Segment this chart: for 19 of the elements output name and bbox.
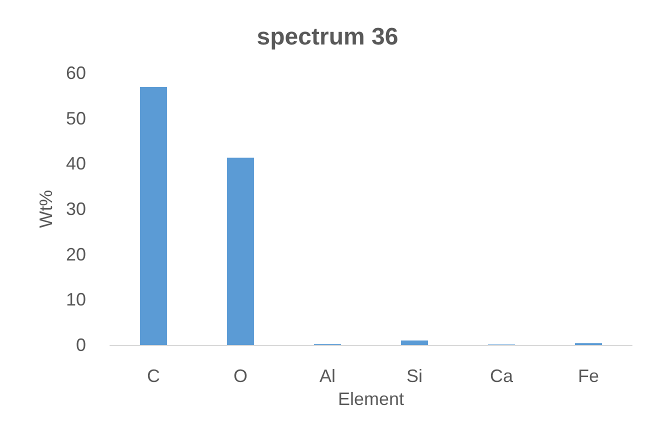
bar (227, 158, 254, 345)
y-tick-label: 0 (76, 335, 86, 355)
x-tick-label: O (233, 366, 248, 386)
y-tick-label: 40 (66, 154, 86, 174)
y-tick-label: 20 (66, 244, 86, 264)
x-tick-label: C (147, 366, 160, 386)
bar (401, 340, 428, 345)
chart-title: spectrum 36 (256, 24, 398, 50)
bar (140, 87, 167, 345)
x-axis-title: Element (338, 388, 404, 409)
y-tick-label: 50 (66, 108, 86, 128)
x-tick-label: Ca (490, 366, 514, 386)
x-tick-label: Fe (578, 366, 600, 386)
x-tick-label: Si (406, 366, 423, 386)
y-tick-label: 30 (66, 199, 86, 219)
y-tick-label: 60 (66, 63, 86, 83)
y-tick-label: 10 (66, 290, 86, 310)
x-tick-label: Al (319, 366, 336, 386)
y-axis-title: Wt% (36, 190, 56, 228)
